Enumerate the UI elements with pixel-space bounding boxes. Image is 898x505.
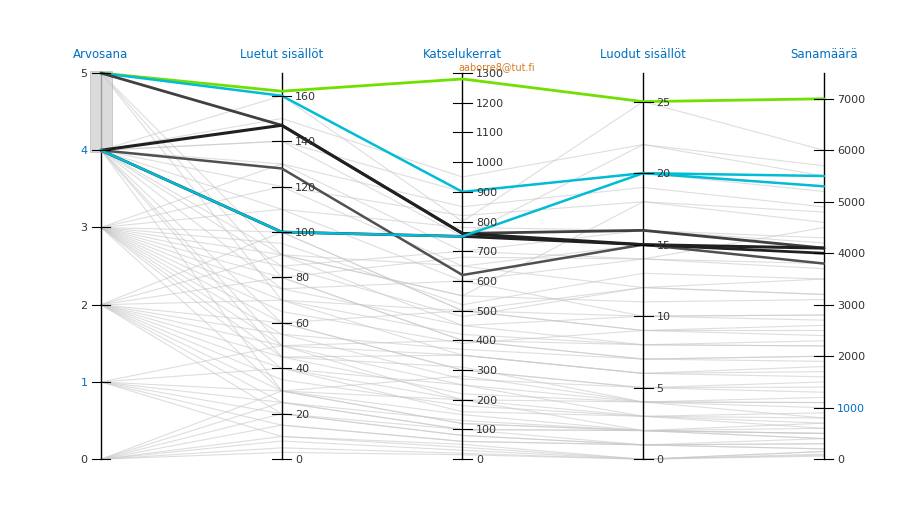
Text: 4000: 4000 xyxy=(837,249,866,259)
Text: 2: 2 xyxy=(81,300,88,310)
Text: 80: 80 xyxy=(295,273,309,283)
Text: 15: 15 xyxy=(656,240,671,250)
Text: 900: 900 xyxy=(476,187,497,197)
Text: Arvosana: Arvosana xyxy=(74,47,128,61)
Text: 25: 25 xyxy=(656,97,671,108)
Text: 500: 500 xyxy=(476,306,497,316)
Text: 160: 160 xyxy=(295,91,316,102)
Text: 1000: 1000 xyxy=(837,403,866,413)
Text: 5: 5 xyxy=(81,69,88,79)
Text: 300: 300 xyxy=(476,365,497,375)
Text: 0: 0 xyxy=(837,454,844,464)
Text: aaborre8@tut.fi: aaborre8@tut.fi xyxy=(459,62,535,72)
Text: 40: 40 xyxy=(295,364,309,374)
Text: Katselukerrat: Katselukerrat xyxy=(423,47,502,61)
Text: 0: 0 xyxy=(476,454,483,464)
Text: 6000: 6000 xyxy=(837,146,866,156)
Text: 100: 100 xyxy=(476,425,497,435)
Text: 3: 3 xyxy=(81,223,88,233)
Text: 0: 0 xyxy=(656,454,664,464)
Text: 2000: 2000 xyxy=(837,351,866,362)
Text: 700: 700 xyxy=(476,247,497,257)
Text: 5000: 5000 xyxy=(837,197,866,208)
Text: 1000: 1000 xyxy=(476,158,504,168)
Text: 1: 1 xyxy=(81,377,88,387)
Text: 5: 5 xyxy=(656,383,664,393)
Text: 7000: 7000 xyxy=(837,94,866,105)
Text: 800: 800 xyxy=(476,217,497,227)
Text: 200: 200 xyxy=(476,395,497,405)
Text: 1300: 1300 xyxy=(476,69,504,79)
Text: 600: 600 xyxy=(476,276,497,286)
Text: 60: 60 xyxy=(295,318,309,328)
Bar xyxy=(90,72,112,153)
Text: 20: 20 xyxy=(295,409,309,419)
Text: 120: 120 xyxy=(295,182,316,192)
Text: 20: 20 xyxy=(656,169,671,179)
Text: Sanamäärä: Sanamäärä xyxy=(790,47,858,61)
Text: 0: 0 xyxy=(295,454,302,464)
Text: 1100: 1100 xyxy=(476,128,504,138)
Text: 140: 140 xyxy=(295,137,316,147)
Text: 4: 4 xyxy=(81,146,88,156)
Text: 1200: 1200 xyxy=(476,98,504,109)
Text: 100: 100 xyxy=(295,228,316,237)
Text: 10: 10 xyxy=(656,312,671,322)
Text: 400: 400 xyxy=(476,336,497,346)
Text: 3000: 3000 xyxy=(837,300,866,310)
Text: 0: 0 xyxy=(81,454,88,464)
Text: Luetut sisällöt: Luetut sisällöt xyxy=(240,47,323,61)
Text: Luodut sisällöt: Luodut sisällöt xyxy=(600,47,686,61)
